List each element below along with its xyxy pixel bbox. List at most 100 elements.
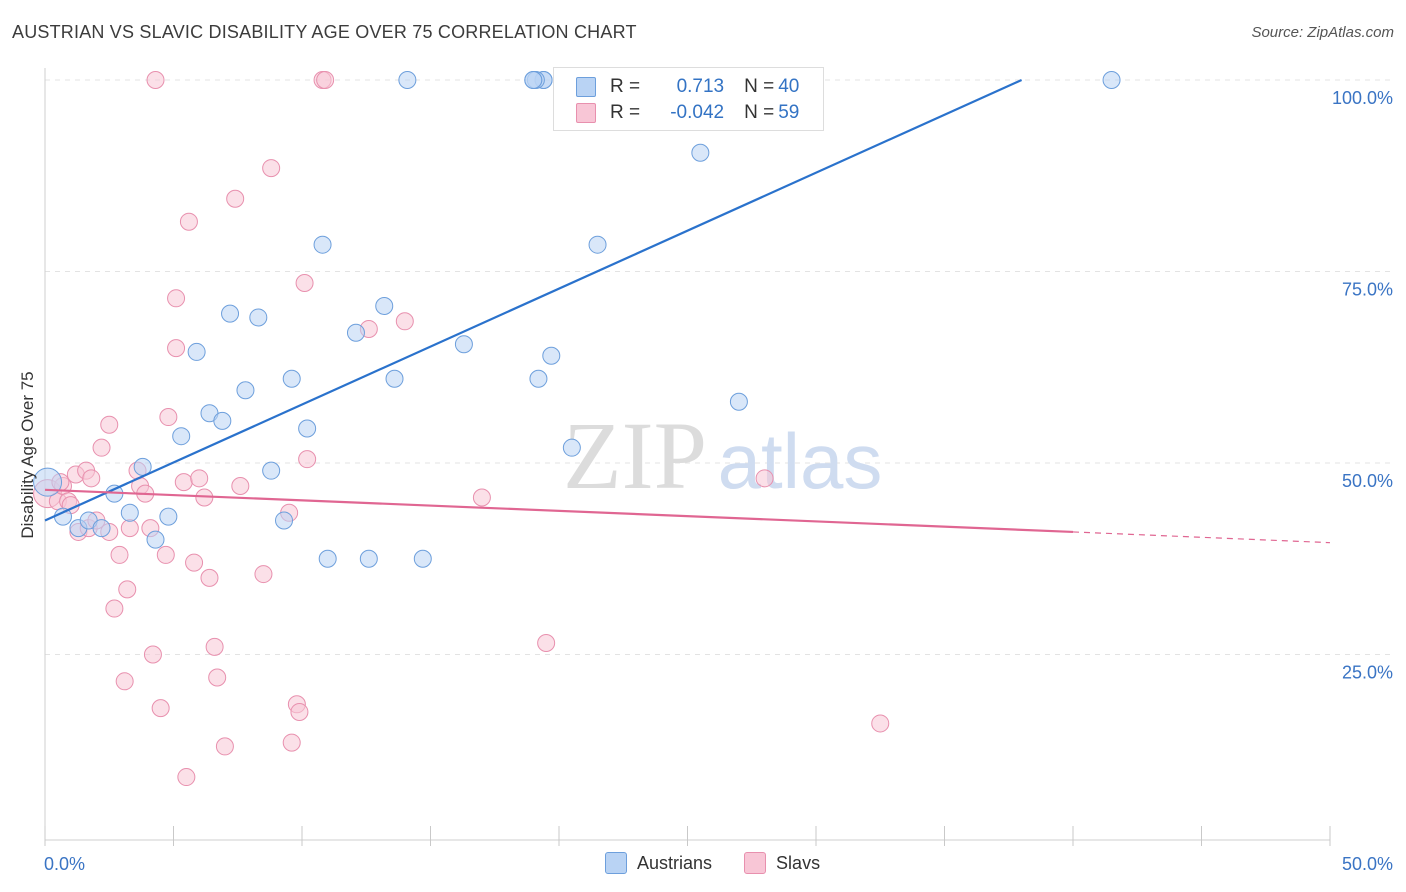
- n-label: N =: [744, 76, 775, 97]
- slav-point: [105, 599, 124, 618]
- austrian-point: [524, 71, 543, 89]
- slav-point: [156, 545, 175, 564]
- slavs-trend-line: [44, 488, 1074, 534]
- slav-point: [205, 637, 224, 656]
- slav-point: [262, 159, 281, 178]
- legend-item-slavs[interactable]: Slavs: [744, 852, 820, 874]
- slav-point: [254, 565, 273, 584]
- r-value: -0.042: [670, 102, 725, 123]
- slav-point: [82, 469, 101, 488]
- y-tick-label: 50.0%: [1342, 471, 1393, 491]
- stats-row-slavs: R = -0.042 N = 59: [576, 101, 799, 125]
- austrian-point: [313, 235, 332, 254]
- chart-title: AUSTRIAN VS SLAVIC DISABILITY AGE OVER 7…: [12, 22, 637, 42]
- austrian-point: [385, 369, 404, 388]
- slav-point: [290, 702, 309, 721]
- watermark-zip: ZIP: [563, 402, 707, 509]
- slav-point: [472, 488, 491, 507]
- austrian-point: [92, 519, 111, 538]
- watermark-atlas: atlas: [718, 417, 883, 505]
- austrian-point: [359, 549, 378, 568]
- legend-item-austrians[interactable]: Austrians: [605, 852, 712, 874]
- austrian-point: [282, 369, 301, 388]
- slav-point: [190, 469, 209, 488]
- legend-label-austrians: Austrians: [637, 852, 713, 873]
- slav-point: [755, 469, 774, 488]
- stats-row-austrians: R = 0.713 N = 40: [576, 75, 799, 99]
- austrian-point: [213, 411, 232, 430]
- slav-point: [208, 668, 227, 687]
- austrian-point: [454, 335, 473, 354]
- austrian-point: [262, 461, 281, 480]
- chart-source: Source: ZipAtlas.com: [1251, 24, 1394, 41]
- stats-legend: R = 0.713 N = 40 R = -0.042 N = 59: [553, 67, 824, 131]
- austrian-point: [120, 503, 139, 522]
- slav-point: [174, 473, 193, 492]
- austrian-point: [298, 419, 317, 438]
- austrian-point: [159, 507, 178, 526]
- x-tick-label: 0.0%: [44, 854, 85, 874]
- austrian-point: [588, 235, 607, 254]
- slav-point: [200, 568, 219, 587]
- austrian-point: [221, 304, 240, 323]
- slav-point: [143, 645, 162, 664]
- austrian-point: [542, 346, 561, 365]
- slavs-trend-extension: [1072, 531, 1331, 544]
- austrian-point: [413, 549, 432, 568]
- slav-point: [295, 273, 314, 292]
- slav-point: [177, 768, 196, 787]
- austrian-point: [172, 427, 191, 446]
- x-tick-label: 50.0%: [1342, 854, 1393, 874]
- slav-point: [179, 212, 198, 231]
- slavs-swatch: [576, 103, 596, 123]
- series-legend: Austrians Slavs: [605, 852, 852, 874]
- slav-point: [151, 699, 170, 718]
- austrian-point: [375, 296, 394, 315]
- slav-point: [115, 672, 134, 691]
- slav-point: [146, 71, 165, 89]
- austrians-swatch: [576, 77, 596, 97]
- austrian-point: [346, 323, 365, 342]
- austrian-point: [1102, 71, 1121, 89]
- slav-point: [282, 733, 301, 752]
- austrian-point: [146, 530, 165, 549]
- austrian-point: [318, 549, 337, 568]
- slav-point: [298, 450, 317, 469]
- slav-point: [159, 408, 178, 427]
- slav-point: [110, 545, 129, 564]
- slav-point: [231, 476, 250, 495]
- legend-label-slavs: Slavs: [776, 852, 821, 873]
- r-value: 0.713: [676, 76, 725, 97]
- austrians-trend-line: [44, 78, 1023, 522]
- n-value: 59: [778, 102, 800, 123]
- slav-point: [537, 634, 556, 653]
- r-label: R =: [610, 102, 641, 123]
- austrian-point: [529, 369, 548, 388]
- slav-point: [167, 339, 186, 358]
- slav-point: [120, 519, 139, 538]
- austrian-point: [275, 511, 294, 530]
- y-tick-label: 100.0%: [1332, 88, 1393, 108]
- slav-point: [167, 289, 186, 308]
- slavs-legend-swatch: [744, 852, 767, 874]
- r-label: R =: [610, 76, 641, 97]
- y-tick-label: 25.0%: [1342, 663, 1393, 683]
- n-value: 40: [778, 76, 800, 97]
- slav-point: [100, 415, 119, 434]
- austrian-point: [236, 381, 255, 400]
- austrians-legend-swatch: [605, 852, 627, 874]
- slav-point: [226, 189, 245, 208]
- y-axis-label: Disability Age Over 75: [18, 371, 37, 539]
- austrian-point: [187, 342, 206, 361]
- slav-point: [118, 580, 137, 599]
- austrian-point: [691, 143, 710, 162]
- y-tick-label: 75.0%: [1342, 280, 1393, 300]
- slav-point: [871, 714, 890, 733]
- austrian-point: [729, 392, 748, 411]
- slav-point: [185, 553, 204, 572]
- n-label: N =: [744, 102, 775, 123]
- austrian-point: [562, 438, 581, 457]
- austrian-point: [398, 71, 417, 89]
- slav-point: [316, 71, 335, 89]
